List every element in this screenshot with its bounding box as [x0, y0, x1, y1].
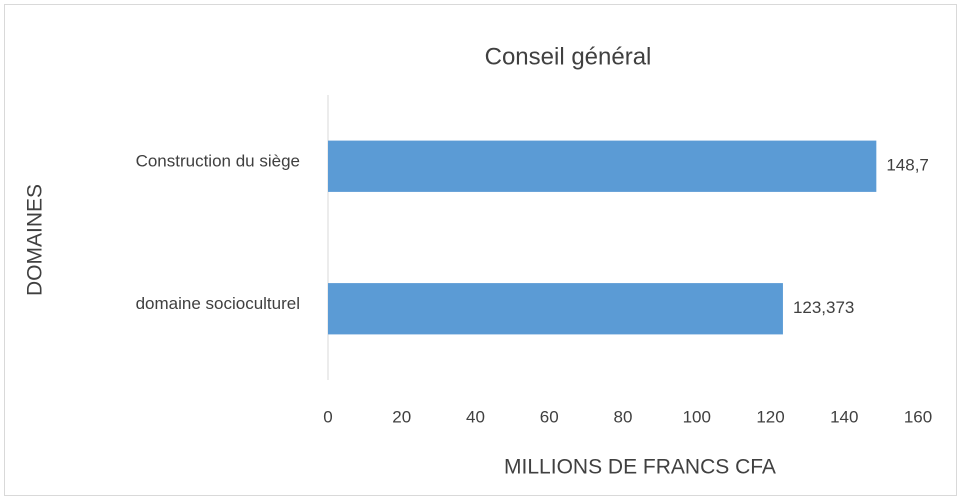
chart-title: Conseil général: [485, 43, 652, 70]
x-tick-label: 40: [466, 407, 485, 426]
chart-border: [4, 4, 957, 496]
x-tick-label: 120: [756, 407, 784, 426]
bar: [328, 283, 783, 335]
x-tick-label: 160: [904, 407, 932, 426]
x-tick-label: 60: [540, 407, 559, 426]
data-label: 148,7: [886, 156, 929, 175]
x-tick-label: 140: [830, 407, 858, 426]
y-axis-label: DOMAINES: [24, 184, 47, 296]
bar: [328, 140, 877, 192]
x-tick-label: 0: [323, 407, 332, 426]
x-tick-label: 80: [614, 407, 633, 426]
data-label: 123,373: [793, 298, 854, 317]
x-tick-label: 20: [392, 407, 411, 426]
y-tick-label: domaine socioculturel: [136, 294, 300, 313]
y-tick-label: Construction du siège: [136, 152, 300, 171]
x-axis-label: MILLIONS DE FRANCS CFA: [504, 456, 776, 479]
x-tick-label: 100: [683, 407, 711, 426]
